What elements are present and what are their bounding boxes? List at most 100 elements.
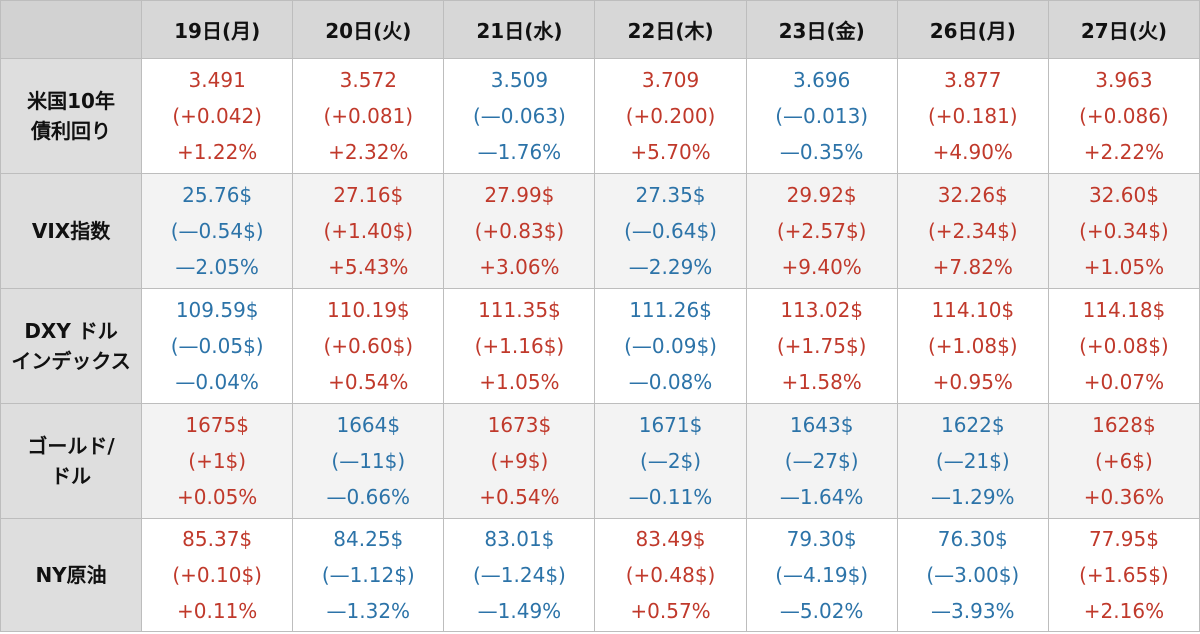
cell-value: 77.95$ <box>1088 527 1159 551</box>
cell-change: (+9$) <box>490 449 549 473</box>
row-label: NY原油 <box>0 518 143 632</box>
table-row-ny-crude-oil: NY原油 85.37$ (+0.10$) +0.11% 84.25$ (—1.12$) —1… <box>0 518 1200 632</box>
cell-change: (—1.24$) <box>472 563 566 587</box>
cell-percent: +1.05% <box>479 370 560 394</box>
row-label-line: NY原油 <box>35 563 107 587</box>
cell-change: (—0.05$) <box>170 334 264 358</box>
cell-percent: +0.95% <box>932 370 1013 394</box>
cell-value: 85.37$ <box>182 527 253 551</box>
cell-change: (+0.48$) <box>625 563 716 587</box>
table-row-vix-index: VIX指数 25.76$ (—0.54$) —2.05% 27.16$ (+1.40$) +… <box>0 173 1200 289</box>
cell-change: (+0.60$) <box>323 334 414 358</box>
row-label-line: ドル <box>51 464 92 488</box>
cell-change: (+2.57$) <box>776 219 867 243</box>
data-cell: 83.01$ (—1.24$) —1.49% <box>443 518 596 632</box>
cell-value: 3.491 <box>188 68 246 92</box>
day-header: 20日(火) <box>292 0 445 59</box>
data-cell: 84.25$ (—1.12$) —1.32% <box>292 518 445 632</box>
cell-value: 1664$ <box>336 413 401 437</box>
data-cell: 3.709 (+0.200) +5.70% <box>594 58 747 174</box>
cell-change: (+0.10$) <box>172 563 262 587</box>
data-cell: 3.509 (—0.063) —1.76% <box>443 58 596 174</box>
cell-value: 3.877 <box>944 68 1002 92</box>
cell-percent: —1.29% <box>931 485 1015 509</box>
data-cell: 111.35$ (+1.16$) +1.05% <box>443 288 596 404</box>
corner-cell <box>0 0 143 59</box>
cell-value: 83.01$ <box>484 527 555 551</box>
cell-value: 3.709 <box>641 68 700 92</box>
cell-change: (—0.063) <box>472 104 566 128</box>
cell-percent: —1.49% <box>477 599 562 623</box>
data-cell: 1673$ (+9$) +0.54% <box>443 403 596 519</box>
cell-percent: —0.04% <box>175 370 259 394</box>
cell-change: (+0.081) <box>323 104 414 128</box>
data-cell: 114.18$ (+0.08$) +0.07% <box>1047 288 1200 404</box>
data-cell: 27.99$ (+0.83$) +3.06% <box>443 173 596 289</box>
cell-change: (+1.08$) <box>927 334 1018 358</box>
data-cell: 1664$ (—11$) —0.66% <box>292 403 445 519</box>
cell-value: 27.16$ <box>333 183 404 207</box>
cell-change: (+1.65$) <box>1079 563 1169 587</box>
cell-percent: —0.66% <box>326 485 411 509</box>
row-label-line: DXY ドル <box>24 319 118 343</box>
row-label: VIX指数 <box>0 173 143 289</box>
cell-percent: +0.54% <box>328 370 409 394</box>
cell-value: 111.35$ <box>478 298 561 322</box>
cell-percent: —1.76% <box>477 140 562 164</box>
cell-change: (—0.09$) <box>624 334 717 358</box>
cell-percent: —2.29% <box>628 255 713 279</box>
data-cell: 77.95$ (+1.65$) +2.16% <box>1047 518 1200 632</box>
row-label-line: VIX指数 <box>31 219 111 243</box>
cell-percent: +7.82% <box>932 255 1013 279</box>
cell-value: 114.10$ <box>931 298 1015 322</box>
data-cell: 3.963 (+0.086) +2.22% <box>1047 58 1200 174</box>
cell-value: 1643$ <box>789 413 854 437</box>
cell-percent: +1.05% <box>1083 255 1165 279</box>
cell-change: (+0.200) <box>625 104 716 128</box>
cell-change: (—0.64$) <box>624 219 717 243</box>
cell-value: 111.26$ <box>629 298 712 322</box>
cell-change: (+0.34$) <box>1079 219 1169 243</box>
cell-change: (—1.12$) <box>321 563 415 587</box>
data-cell: 1675$ (+1$) +0.05% <box>141 403 294 519</box>
day-header: 21日(水) <box>443 0 596 59</box>
cell-value: 76.30$ <box>937 527 1008 551</box>
cell-value: 83.49$ <box>635 527 706 551</box>
cell-change: (—21$) <box>935 449 1010 473</box>
cell-change: (+6$) <box>1095 449 1153 473</box>
cell-percent: +5.70% <box>630 140 711 164</box>
data-cell: 109.59$ (—0.05$) —0.04% <box>141 288 294 404</box>
cell-percent: +0.54% <box>479 485 560 509</box>
cell-value: 32.26$ <box>937 183 1008 207</box>
cell-change: (+0.042) <box>172 104 262 128</box>
data-cell: 114.10$ (+1.08$) +0.95% <box>896 288 1049 404</box>
cell-value: 32.60$ <box>1088 183 1159 207</box>
day-header: 23日(金) <box>745 0 898 59</box>
cell-percent: —0.11% <box>628 485 713 509</box>
cell-value: 113.02$ <box>780 298 864 322</box>
row-label: ゴールド/ドル <box>0 403 143 519</box>
cell-change: (—0.013) <box>775 104 869 128</box>
data-cell: 3.491 (+0.042) +1.22% <box>141 58 294 174</box>
cell-value: 1622$ <box>940 413 1005 437</box>
cell-percent: +9.40% <box>781 255 862 279</box>
row-label-line: 米国10年 <box>27 89 115 113</box>
cell-change: (—3.00$) <box>926 563 1020 587</box>
cell-percent: +2.16% <box>1083 599 1165 623</box>
data-cell: 27.16$ (+1.40$) +5.43% <box>292 173 445 289</box>
cell-percent: +0.05% <box>177 485 258 509</box>
cell-value: 3.509 <box>490 68 549 92</box>
cell-change: (—2$) <box>640 449 702 473</box>
cell-percent: —0.08% <box>628 370 713 394</box>
data-cell: 32.60$ (+0.34$) +1.05% <box>1047 173 1200 289</box>
data-cell: 76.30$ (—3.00$) —3.93% <box>896 518 1049 632</box>
row-label: 米国10年 債利回り <box>0 58 143 174</box>
cell-change: (—11$) <box>331 449 406 473</box>
cell-value: 27.35$ <box>635 183 706 207</box>
day-header: 26日(月) <box>896 0 1049 59</box>
cell-percent: —5.02% <box>779 599 864 623</box>
cell-value: 114.18$ <box>1082 298 1166 322</box>
row-label-line: ゴールド/ <box>27 434 115 458</box>
cell-change: (+1.40$) <box>323 219 414 243</box>
